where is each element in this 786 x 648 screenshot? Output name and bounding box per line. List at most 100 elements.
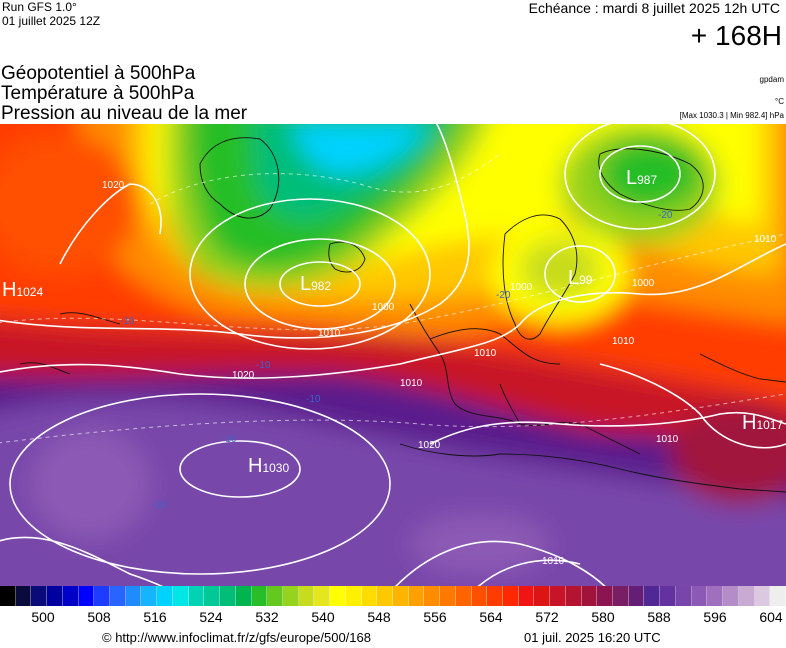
pressure-centers: L982 L987 L99 H1024 H1030 H1017 <box>2 167 783 477</box>
color-swatch <box>282 586 299 606</box>
color-swatch <box>628 586 645 606</box>
color-swatch <box>707 586 724 606</box>
scale-tick-label: 604 <box>759 609 783 625</box>
color-scale-ticks: 500 508 516 524 532 540 548 556 564 572 580 588 596 6… <box>0 609 786 627</box>
color-swatch <box>565 586 582 606</box>
isobar-label: 1020 <box>102 180 125 191</box>
unit-gpdam: gpdam <box>759 75 784 84</box>
color-swatch <box>172 586 189 606</box>
scale-tick-label: 540 <box>311 609 335 625</box>
color-swatch <box>691 586 708 606</box>
color-swatch <box>330 586 346 606</box>
color-swatch <box>110 586 126 606</box>
color-swatch <box>440 586 456 606</box>
color-swatch <box>408 586 425 606</box>
scale-tick-label: 508 <box>87 609 111 625</box>
unit-celsius: °C <box>775 97 784 106</box>
isobar-label: 1010 <box>318 328 341 339</box>
color-swatch <box>298 586 315 606</box>
color-swatch <box>204 586 221 606</box>
scale-tick-label: 516 <box>143 609 167 625</box>
isobar-label: 1010 <box>400 378 423 389</box>
isotherms <box>0 153 786 444</box>
scale-tick-label: 500 <box>31 609 55 625</box>
color-swatch <box>597 586 614 606</box>
geopotential-field <box>0 124 786 586</box>
temperature-label: -10 <box>256 360 271 371</box>
color-swatch <box>141 586 158 606</box>
low-value-987: 987 <box>637 173 657 187</box>
color-swatch <box>770 586 786 606</box>
color-swatch <box>613 586 629 606</box>
color-swatch <box>644 586 661 606</box>
layer-title-pressure: Pression au niveau de la mer <box>1 103 248 124</box>
color-swatch <box>738 586 755 606</box>
isobar-label: 1000 <box>510 282 533 293</box>
color-swatch <box>0 586 16 606</box>
temperature-label: -10 <box>222 434 237 445</box>
color-swatch <box>471 586 488 606</box>
color-swatch <box>550 586 566 606</box>
color-scale-bar <box>0 586 786 606</box>
run-date: 01 juillet 2025 12Z <box>2 14 101 28</box>
color-swatch <box>581 586 598 606</box>
scale-tick-label: 588 <box>647 609 671 625</box>
pressure-min-max: [Max 1030.3 | Min 982.4] hPa <box>679 111 784 120</box>
high-value-1017: 1017 <box>756 418 783 432</box>
color-swatch <box>94 586 111 606</box>
color-swatch <box>235 586 252 606</box>
low-value-982: 982 <box>311 279 331 293</box>
forecast-lead-time: + 168H <box>690 20 782 51</box>
scale-tick-label: 556 <box>423 609 447 625</box>
high-value-1024: 1024 <box>16 285 43 299</box>
color-swatch <box>503 586 519 606</box>
layer-title-temperature: Température à 500hPa <box>1 83 195 104</box>
high-center-1030: H1030 <box>248 455 289 477</box>
low-center-987: L987 <box>626 167 657 189</box>
color-swatch <box>377 586 393 606</box>
color-swatch <box>660 586 676 606</box>
isobar-label: 1010 <box>656 434 679 445</box>
color-swatch <box>220 586 236 606</box>
color-swatch <box>251 586 268 606</box>
color-swatch <box>455 586 472 606</box>
color-swatch <box>47 586 63 606</box>
scale-tick-label: 580 <box>591 609 615 625</box>
color-swatch <box>675 586 692 606</box>
low-center-982: L982 <box>300 273 331 295</box>
color-swatch <box>157 586 173 606</box>
isobar-label: 1000 <box>372 302 395 313</box>
weather-map: L982 L987 L99 H1024 H1030 H1017 1020 101… <box>0 124 786 586</box>
color-swatch <box>345 586 362 606</box>
color-swatch <box>188 586 205 606</box>
color-swatch <box>518 586 535 606</box>
temperature-label: -20 <box>658 210 673 221</box>
scale-tick-label: 572 <box>535 609 559 625</box>
isobar-label: 1010 <box>754 234 777 245</box>
source-credit: © http://www.infoclimat.fr/z/gfs/europe/… <box>102 630 371 645</box>
isobar-label: 1020 <box>418 440 441 451</box>
low-center-99: L99 <box>568 267 593 289</box>
generation-time: 01 juil. 2025 16:20 UTC <box>524 630 661 645</box>
temperature-label: -10 <box>120 316 135 327</box>
temperature-label: -20 <box>496 290 511 301</box>
isobar-label: 1010 <box>474 348 497 359</box>
scale-tick-label: 564 <box>479 609 503 625</box>
isobars <box>0 124 786 586</box>
temperature-labels: -10 -10 -10 -10 -20 -20 -10 <box>120 210 673 511</box>
color-swatch <box>314 586 331 606</box>
color-swatch <box>78 586 95 606</box>
color-swatch <box>125 586 142 606</box>
isobar-label: 1010 <box>612 336 635 347</box>
scale-tick-label: 596 <box>703 609 727 625</box>
forecast-valid-time: Echéance : mardi 8 juillet 2025 12h UTC <box>528 0 780 16</box>
high-value-1030: 1030 <box>262 461 289 475</box>
isobar-label: 1010 <box>542 556 565 567</box>
color-swatch <box>487 586 503 606</box>
scale-tick-label: 524 <box>199 609 223 625</box>
isobar-label: 1000 <box>632 278 655 289</box>
scale-tick-label: 532 <box>255 609 279 625</box>
color-swatch <box>754 586 771 606</box>
color-swatch <box>31 586 48 606</box>
color-swatch <box>723 586 739 606</box>
